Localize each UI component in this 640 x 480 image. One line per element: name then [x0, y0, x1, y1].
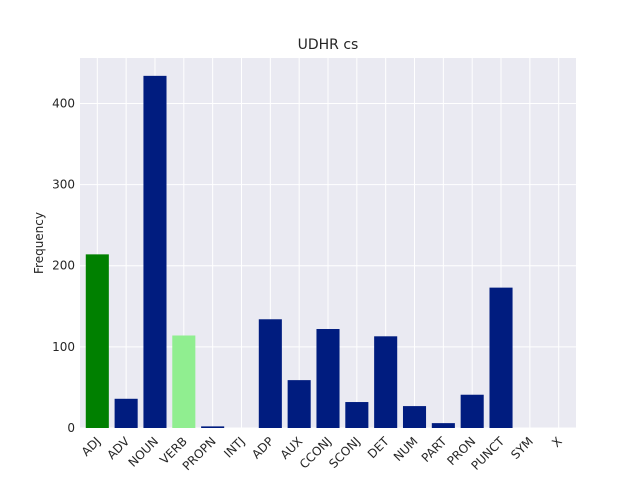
bar-part — [431, 423, 455, 428]
x-tick-label: CCONJ — [297, 434, 334, 471]
bar-det — [374, 336, 398, 428]
y-tick-label: 300 — [52, 178, 75, 192]
x-tick-label: X — [549, 434, 565, 450]
x-tick-label: SCONJ — [326, 434, 363, 471]
bar-num — [402, 406, 427, 428]
x-tick-label: DET — [365, 434, 392, 461]
x-tick-label: ADJ — [79, 434, 104, 459]
bar-aux — [287, 380, 311, 428]
y-tick-labels: 0 100 200 300 400 — [52, 96, 75, 435]
bar-pron — [460, 394, 484, 428]
y-tick-label: 100 — [52, 340, 75, 354]
y-tick-label: 0 — [67, 421, 75, 435]
y-axis-label: Frequency — [32, 212, 46, 274]
x-tick-label: ADP — [249, 434, 276, 461]
bar-verb — [172, 335, 196, 428]
bar-sconj — [345, 402, 369, 428]
x-tick-label: SYM — [508, 434, 536, 462]
bar-adv — [114, 398, 138, 428]
y-tick-label: 400 — [52, 96, 75, 110]
chart-title: UDHR cs — [298, 37, 359, 53]
x-tick-label: INTJ — [221, 434, 247, 460]
y-tick-label: 200 — [52, 259, 75, 273]
bar-noun — [143, 75, 167, 428]
x-tick-label: NUM — [391, 434, 421, 464]
bar-punct — [489, 287, 513, 428]
bar-cconj — [316, 329, 340, 428]
bar-adp — [258, 319, 282, 428]
x-tick-label: PUNCT — [468, 434, 507, 473]
bar-adj — [85, 254, 109, 428]
bar-propn — [201, 426, 225, 428]
x-tick-label: NOUN — [126, 434, 161, 469]
bars — [85, 75, 513, 428]
